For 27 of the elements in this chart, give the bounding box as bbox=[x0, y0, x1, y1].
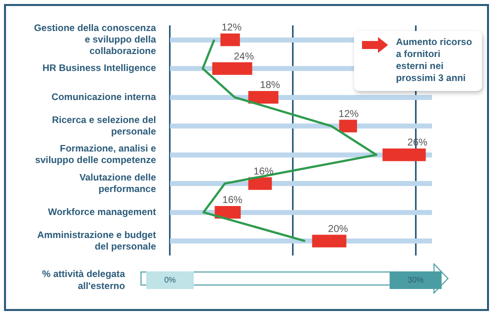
x-tick-label: 30% bbox=[408, 275, 424, 284]
bar bbox=[214, 206, 241, 219]
y-tick-label: Valutazione delle performance bbox=[79, 172, 156, 195]
x-tick-label: 0% bbox=[164, 275, 176, 284]
bar bbox=[220, 33, 240, 46]
bar bbox=[248, 177, 272, 190]
y-tick-label: Ricerca e selezione del personale bbox=[52, 114, 156, 138]
annotation: 24% bbox=[234, 51, 254, 62]
bar bbox=[212, 62, 252, 75]
bar bbox=[339, 120, 358, 132]
legend-label: Aumento ricorso a fornitori esterni nei prossimi 3 anni bbox=[396, 37, 474, 86]
annotation: 12% bbox=[338, 108, 359, 120]
bar bbox=[248, 90, 278, 104]
y-tick-label: Amministrazione e budget del personale bbox=[37, 230, 157, 252]
annotation: 16% bbox=[222, 195, 243, 206]
bar bbox=[382, 148, 426, 162]
y-tick-label: Workforce management bbox=[48, 206, 157, 218]
x-axis-title: % attività delegata all'esterno bbox=[41, 269, 125, 294]
annotation: 16% bbox=[254, 166, 274, 178]
bar bbox=[312, 234, 346, 248]
y-tick-label: HR Business Intelligence bbox=[42, 63, 156, 74]
annotation: 18% bbox=[260, 80, 280, 92]
annotation: 20% bbox=[328, 224, 348, 235]
y-tick-label: Gestione della conoscenza e sviluppo della collaborazione bbox=[34, 23, 157, 57]
y-tick-label: Comunicazione interna bbox=[51, 92, 157, 103]
y-tick-label: Formazione, analisi e sviluppo delle competenze bbox=[35, 144, 156, 166]
annotation: 12% bbox=[222, 22, 242, 34]
